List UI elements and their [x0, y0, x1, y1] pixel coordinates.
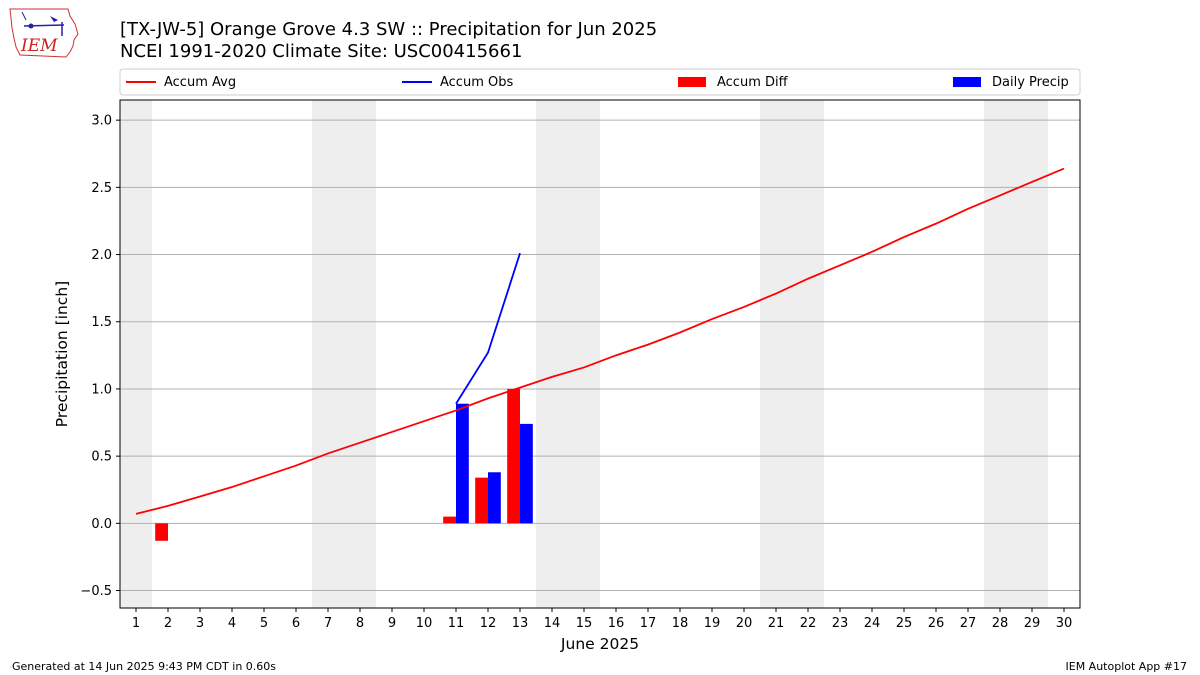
- x-tick-label: 6: [292, 616, 300, 631]
- accum-diff-bar: [155, 523, 168, 541]
- y-tick-label: 3.0: [91, 114, 112, 129]
- weekend-band: [760, 100, 792, 608]
- footer-app: IEM Autoplot App #17: [1066, 660, 1188, 673]
- x-tick-label: 2: [164, 616, 172, 631]
- weekend-band: [120, 100, 152, 608]
- y-tick-label: 1.5: [91, 315, 112, 330]
- iem-logo: IEM: [9, 8, 79, 58]
- y-axis-label: Precipitation [inch]: [53, 281, 71, 427]
- x-tick-label: 10: [416, 616, 433, 631]
- x-tick-label: 13: [512, 616, 529, 631]
- grid-lines: [120, 119, 1080, 592]
- x-tick-label: 22: [800, 616, 817, 631]
- x-tick-label: 5: [260, 616, 268, 631]
- legend-label-accum-diff: Accum Diff: [717, 75, 789, 90]
- x-tick-label: 29: [1024, 616, 1041, 631]
- y-tick-label: 0.5: [91, 450, 112, 465]
- x-tick-label: 14: [544, 616, 561, 631]
- wind-vane-icon: [50, 16, 58, 22]
- legend-swatch-accum-diff: [678, 77, 706, 87]
- legend-label-accum-avg: Accum Avg: [164, 75, 236, 90]
- line-layer: [135, 167, 1065, 515]
- weekend-band: [344, 100, 376, 608]
- weekend-band: [312, 100, 344, 608]
- x-axis: 1 2 3 4 5 6 7 8 9 10 11 12 13 14 15 16 17 18 19 20 21 22 23 24 2…: [132, 608, 1072, 631]
- daily-precip-bar: [488, 472, 501, 524]
- x-tick-label: 1: [132, 616, 140, 631]
- x-tick-label: 15: [576, 616, 593, 631]
- iowa-state-outline: [9, 8, 79, 58]
- y-tick-label: −0.5: [80, 584, 112, 599]
- legend: Accum Avg Accum Obs Accum Diff Daily Pre…: [119, 68, 1081, 96]
- accum-avg-line: [135, 167, 1065, 515]
- weekend-band: [568, 100, 600, 608]
- footer-generated: Generated at 14 Jun 2025 9:43 PM CDT in …: [12, 660, 276, 673]
- legend-frame: [119, 68, 1081, 96]
- x-axis-label: June 2025: [560, 635, 639, 653]
- weekend-band: [1016, 100, 1048, 608]
- daily-precip-bar: [456, 403, 469, 524]
- accum-diff-bar: [443, 516, 456, 524]
- chart-title: [TX-JW-5] Orange Grove 4.3 SW :: Precipi…: [120, 19, 657, 40]
- chart-subtitle: NCEI 1991-2020 Climate Site: USC00415661: [120, 41, 522, 62]
- plot-frame: [119, 99, 1081, 609]
- weekend-band: [984, 100, 1016, 608]
- x-tick-label: 25: [896, 616, 913, 631]
- x-tick-label: 7: [324, 616, 332, 631]
- x-tick-label: 23: [832, 616, 849, 631]
- y-tick-label: 2.5: [91, 181, 112, 196]
- weekend-band: [792, 100, 824, 608]
- x-tick-label: 21: [768, 616, 785, 631]
- legend-label-accum-obs: Accum Obs: [440, 75, 513, 90]
- y-tick-label: 1.0: [91, 382, 112, 397]
- x-tick-label: 19: [704, 616, 721, 631]
- x-tick-label: 18: [672, 616, 689, 631]
- y-axis: −0.5 0.0 0.5 1.0 1.5 2.0 2.5 3.0: [80, 114, 120, 599]
- y-tick-label: 0.0: [91, 517, 112, 532]
- accum-obs-line: [455, 252, 521, 405]
- legend-swatch-daily-precip: [953, 77, 981, 87]
- x-tick-label: 27: [960, 616, 977, 631]
- x-tick-label: 3: [196, 616, 204, 631]
- bar-layer: [155, 388, 533, 541]
- weekend-band: [536, 100, 568, 608]
- logo-text: IEM: [20, 36, 58, 56]
- x-tick-label: 4: [228, 616, 236, 631]
- y-tick-label: 2.0: [91, 248, 112, 263]
- x-tick-label: 28: [992, 616, 1009, 631]
- x-tick-label: 11: [448, 616, 465, 631]
- x-tick-label: 20: [736, 616, 753, 631]
- x-tick-label: 12: [480, 616, 497, 631]
- x-tick-label: 9: [388, 616, 396, 631]
- x-tick-label: 30: [1056, 616, 1073, 631]
- legend-label-daily-precip: Daily Precip: [992, 75, 1069, 90]
- x-tick-label: 24: [864, 616, 881, 631]
- weekend-bands: [120, 100, 1048, 608]
- accum-diff-bar: [475, 477, 488, 524]
- x-tick-label: 17: [640, 616, 657, 631]
- x-tick-label: 8: [356, 616, 364, 631]
- accum-diff-bar: [507, 388, 520, 524]
- daily-precip-bar: [520, 423, 533, 524]
- x-tick-label: 26: [928, 616, 945, 631]
- x-tick-label: 16: [608, 616, 625, 631]
